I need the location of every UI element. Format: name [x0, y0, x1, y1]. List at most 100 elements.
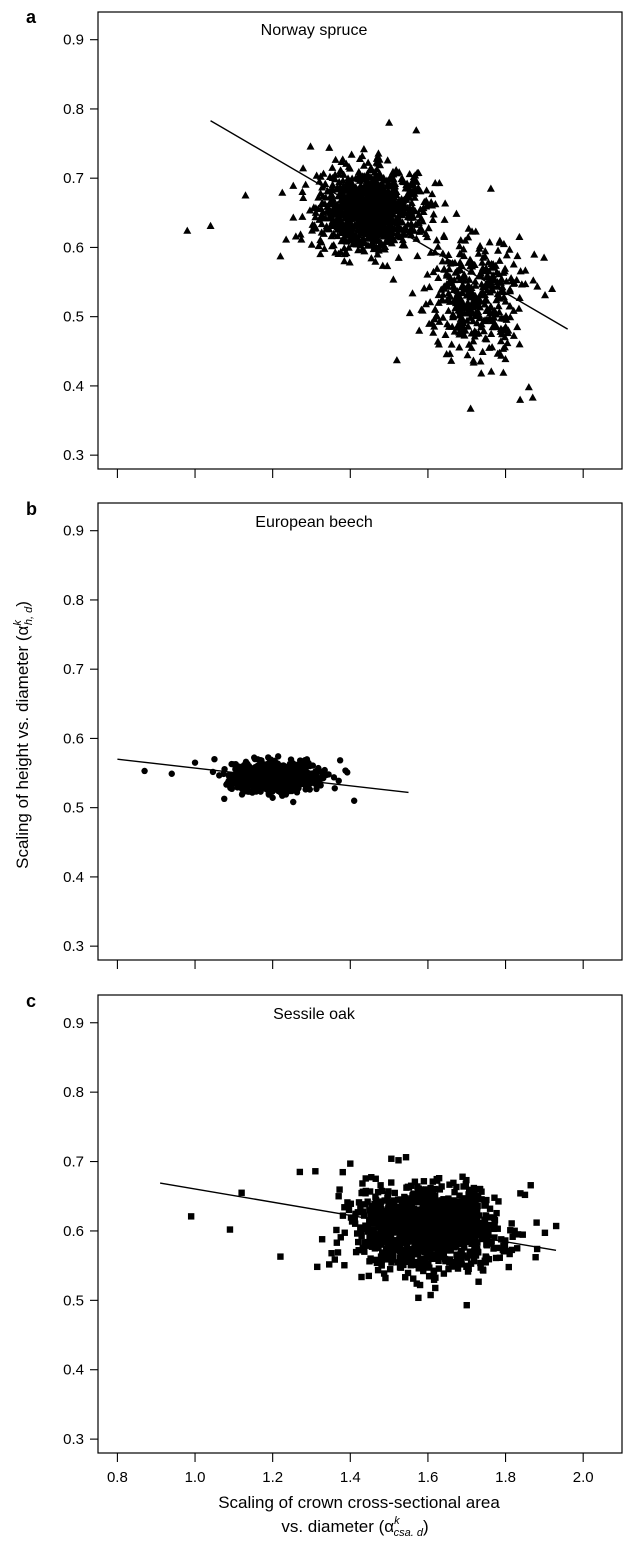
data-point-c [414, 1183, 421, 1190]
data-point-b [244, 760, 251, 768]
data-point-a [415, 326, 424, 334]
data-point-a [374, 149, 383, 157]
data-point-c [436, 1246, 443, 1254]
data-point-a [418, 306, 427, 314]
data-point-c [464, 1238, 471, 1245]
data-point-c [187, 1213, 195, 1220]
data-point-a [477, 369, 486, 377]
data-point-a [438, 257, 447, 265]
data-point-a [336, 166, 345, 174]
data-point-a [447, 340, 456, 348]
data-point-a [489, 271, 498, 279]
data-point-c [366, 1234, 373, 1242]
data-point-a [457, 261, 466, 270]
data-point-c [368, 1202, 375, 1210]
data-point-c [471, 1208, 478, 1215]
data-point-a [414, 183, 423, 191]
data-point-a [337, 217, 346, 226]
data-point-c [488, 1238, 495, 1245]
data-point-c [326, 1261, 333, 1268]
y-tick-label-c: 0.7 [63, 1154, 84, 1171]
data-point-c [360, 1212, 368, 1219]
data-point-a [398, 211, 407, 219]
data-point-a [514, 304, 523, 312]
data-point-a [464, 281, 473, 289]
data-point-b [244, 773, 251, 781]
data-point-a [409, 213, 418, 221]
data-point-a [316, 249, 325, 258]
data-point-c [500, 1248, 507, 1255]
data-point-c [432, 1212, 439, 1220]
data-point-a [335, 203, 344, 211]
data-point-c [369, 1219, 377, 1227]
data-point-c [364, 1228, 372, 1235]
data-point-c [481, 1231, 488, 1239]
data-point-c [341, 1229, 348, 1236]
data-point-a [478, 288, 487, 297]
y-tick-label-b: 0.9 [63, 523, 84, 540]
panel-b: b European beech 0.9 0.8 0.7 0.6 0.5 0.4 0.3 [26, 499, 623, 969]
data-point-a [471, 311, 480, 319]
data-point-c [366, 1207, 373, 1214]
data-point-c [403, 1184, 410, 1191]
data-point-a [430, 322, 439, 330]
data-point-a [435, 317, 444, 325]
data-point-c [494, 1244, 501, 1252]
data-point-a [505, 302, 514, 310]
data-point-a [400, 195, 409, 203]
data-point-a [457, 329, 466, 337]
data-point-c [447, 1216, 454, 1223]
data-point-a [485, 238, 494, 246]
data-point-c [382, 1274, 389, 1282]
data-point-a [443, 320, 452, 328]
data-point-a [475, 244, 484, 252]
data-point-c [454, 1265, 462, 1272]
data-point-c [367, 1255, 374, 1262]
data-point-a [509, 306, 518, 314]
data-point-a [441, 199, 450, 207]
data-point-a [474, 249, 483, 257]
data-point-a [462, 291, 471, 299]
data-point-a [454, 320, 463, 328]
data-point-c [415, 1294, 422, 1302]
data-point-c [354, 1238, 362, 1246]
data-point-a [381, 230, 390, 238]
data-point-c [399, 1261, 406, 1268]
data-point-c [419, 1206, 427, 1213]
data-point-c [393, 1215, 400, 1223]
data-point-a [419, 207, 428, 215]
data-point-a [364, 158, 373, 166]
data-point-a [339, 226, 348, 234]
data-point-a [408, 289, 417, 297]
data-point-a [365, 207, 374, 216]
data-point-a [407, 180, 416, 188]
data-point-c [392, 1203, 400, 1211]
data-point-a [389, 275, 398, 283]
data-point-a [444, 250, 453, 259]
data-point-a [442, 350, 451, 358]
data-point-a [361, 198, 370, 206]
data-point-c [385, 1221, 392, 1229]
data-point-a [501, 311, 510, 320]
data-point-c [462, 1200, 470, 1207]
data-point-c [404, 1247, 412, 1255]
data-point-a [477, 322, 486, 331]
data-point-a [311, 208, 320, 216]
data-point-c [387, 1244, 394, 1252]
data-point-c [505, 1263, 512, 1271]
data-point-c [397, 1247, 404, 1255]
data-point-c [364, 1238, 372, 1246]
data-point-a [410, 193, 419, 201]
data-point-a [466, 267, 475, 275]
data-point-c [463, 1301, 470, 1309]
data-point-a [311, 204, 320, 212]
data-point-a [463, 316, 472, 324]
data-point-a [450, 327, 459, 335]
data-point-c [358, 1232, 365, 1240]
data-point-a [464, 304, 473, 312]
data-point-a [377, 190, 386, 198]
data-point-c [417, 1255, 424, 1262]
data-point-c [345, 1206, 353, 1214]
data-point-c [470, 1235, 478, 1243]
data-point-a [381, 242, 390, 251]
